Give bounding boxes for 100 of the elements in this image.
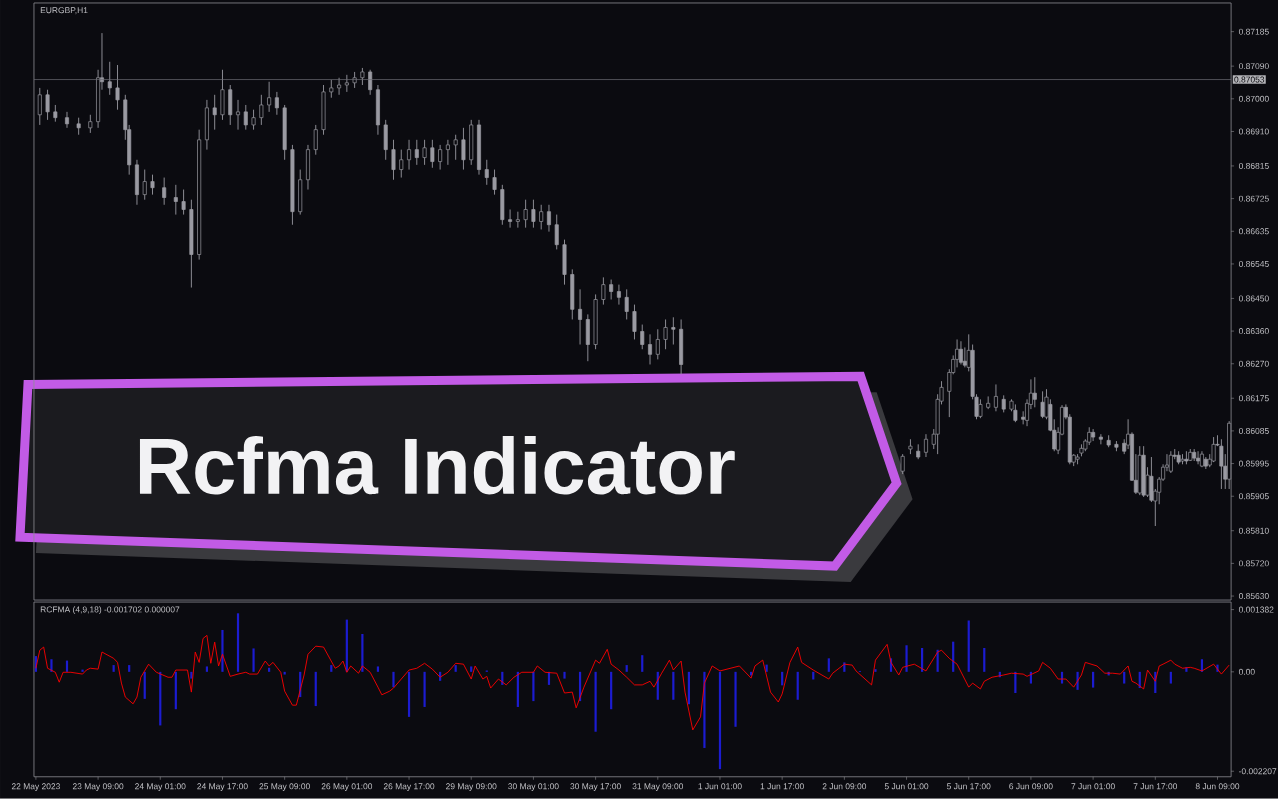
y-tick-label: 0.87185 xyxy=(1238,28,1269,35)
candlestick xyxy=(259,94,264,126)
bar xyxy=(81,669,84,672)
y-tick-label: -0.002207 xyxy=(1238,768,1277,775)
candlestick xyxy=(243,104,248,131)
candlestick xyxy=(422,139,427,166)
bar xyxy=(143,671,146,699)
bar xyxy=(796,671,799,700)
candlestick xyxy=(107,61,112,96)
y-tick-label: 0.86085 xyxy=(1238,428,1269,435)
candlestick xyxy=(523,199,528,229)
line-series xyxy=(35,635,1230,731)
x-tick-label: 7 Jun 17:00 xyxy=(1133,783,1178,790)
bar xyxy=(205,666,209,672)
y-tick-label: 0.86910 xyxy=(1238,128,1269,135)
candlestick xyxy=(648,334,652,366)
bar xyxy=(1169,671,1172,684)
y-tick-label: 0.85810 xyxy=(1238,527,1269,534)
chart-title: RCFMA (4,9,18) -0.001702 0.000007 xyxy=(40,606,180,615)
candlestick xyxy=(601,277,606,306)
candlestick xyxy=(212,94,217,131)
candlestick xyxy=(267,81,272,113)
candlestick xyxy=(993,384,998,412)
y-tick-label: 0.87090 xyxy=(1238,63,1269,70)
bar xyxy=(112,665,115,672)
candlestick xyxy=(1211,436,1216,463)
candlestick xyxy=(1168,450,1173,474)
candlestick xyxy=(632,304,637,341)
candlestick xyxy=(924,433,928,458)
x-tick-label: 25 May 09:00 xyxy=(259,783,310,792)
candlestick xyxy=(546,204,551,233)
bar xyxy=(470,666,473,672)
x-tick-label: 24 May 01:00 xyxy=(135,783,186,792)
x-tick-label: 24 May 17:00 xyxy=(197,783,248,792)
candlestick xyxy=(37,87,42,126)
y-tick-label: 0.86450 xyxy=(1238,295,1269,302)
candlestick xyxy=(539,204,544,231)
bar xyxy=(221,630,224,672)
candlestick xyxy=(958,340,963,366)
bar xyxy=(392,671,395,688)
bar xyxy=(687,671,690,705)
y-tick-label: 0.86635 xyxy=(1238,228,1269,235)
x-tick-label: 6 Jun 09:00 xyxy=(1009,783,1053,790)
candlestick xyxy=(181,189,186,216)
chart-title: EURGBP,H1 xyxy=(40,7,88,15)
bar xyxy=(703,671,706,749)
bar xyxy=(905,645,908,672)
y-tick-label: 0.86360 xyxy=(1238,328,1269,335)
bar xyxy=(718,671,722,770)
candlestick xyxy=(978,399,983,419)
candlestick xyxy=(430,139,435,169)
candlestick xyxy=(45,89,50,121)
candlestick xyxy=(414,139,419,166)
candlestick xyxy=(274,91,279,116)
y-tick-label: 0.001382 xyxy=(1238,606,1274,613)
candlestick xyxy=(391,139,396,181)
candlestick xyxy=(1098,433,1103,445)
candlestick xyxy=(508,209,513,229)
bar xyxy=(236,613,240,672)
x-tick-label: 5 Jun 01:00 xyxy=(884,783,929,790)
candlestick xyxy=(624,289,629,321)
bar xyxy=(174,671,177,710)
candlestick xyxy=(438,144,443,171)
bar xyxy=(423,671,426,708)
candlestick xyxy=(162,177,167,206)
candlestick xyxy=(407,139,412,171)
x-tick-label: 29 May 09:00 xyxy=(446,783,497,792)
candlestick xyxy=(150,174,155,196)
ref-line-label: 0.87053 xyxy=(1234,76,1265,83)
candlestick xyxy=(115,64,120,111)
candlestick xyxy=(484,159,489,186)
bar xyxy=(563,671,566,679)
bar xyxy=(283,671,286,675)
bar xyxy=(128,665,131,672)
x-tick-label: 5 Jun 17:00 xyxy=(946,783,991,790)
candlestick xyxy=(65,111,69,129)
bar xyxy=(625,665,628,672)
y-tick-label: 0.85995 xyxy=(1238,460,1269,467)
candlestick xyxy=(616,284,621,306)
y-tick-label: 0.00 xyxy=(1238,668,1255,675)
bar xyxy=(734,671,737,727)
candlestick xyxy=(1219,438,1224,490)
candlestick xyxy=(655,328,660,360)
bar xyxy=(454,665,457,672)
candlestick xyxy=(368,69,373,96)
candlestick xyxy=(236,99,240,131)
bar xyxy=(330,665,333,672)
candlestick xyxy=(640,324,645,350)
x-tick-label: 1 Jun 17:00 xyxy=(760,783,804,790)
candlestick xyxy=(453,134,458,161)
x-tick-label: 30 May 17:00 xyxy=(570,783,621,792)
y-tick-label: 0.85905 xyxy=(1238,493,1269,500)
y-tick-label: 0.86175 xyxy=(1238,395,1269,402)
candlestick xyxy=(578,289,583,346)
bar xyxy=(672,671,675,700)
x-tick-label: 1 Jun 01:00 xyxy=(698,783,742,790)
bar xyxy=(252,648,255,672)
candlestick xyxy=(445,139,450,166)
candlestick xyxy=(251,109,256,131)
x-tick-label: 2 Jun 09:00 xyxy=(822,783,867,790)
